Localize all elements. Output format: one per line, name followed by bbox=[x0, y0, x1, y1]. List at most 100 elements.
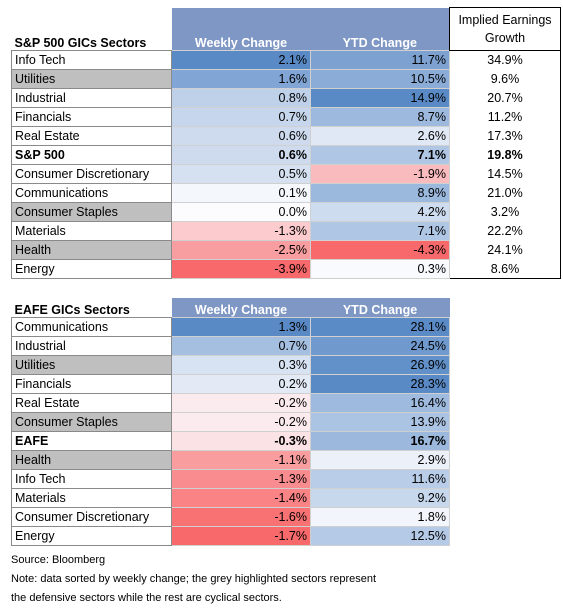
eafe-sector-label: Financials bbox=[11, 373, 172, 394]
eafe-ytd-change-value: 28.1% bbox=[310, 316, 450, 337]
sp500-ytd-change-value: 8.9% bbox=[310, 183, 450, 203]
sp500-weekly-change-value: -3.9% bbox=[171, 259, 311, 279]
eafe-weekly-header: Weekly Change bbox=[171, 298, 311, 317]
eafe-sector-label: Consumer Staples bbox=[11, 411, 172, 432]
sp500-ytd-change-value: 8.7% bbox=[310, 107, 450, 127]
eafe-weekly-change-value: 0.3% bbox=[171, 354, 311, 375]
eafe-weekly-change-value: 0.2% bbox=[171, 373, 311, 394]
eafe-ytd-change-value: 12.5% bbox=[310, 525, 450, 546]
sp500-sectors-table: S&P 500 GICs Sectors Weekly Change YTD C… bbox=[11, 7, 561, 279]
sp500-weekly-change-value: 1.6% bbox=[171, 69, 311, 89]
notes: Source: Bloomberg Note: data sorted by w… bbox=[11, 551, 376, 608]
sp500-implied-earnings-growth-value: 21.0% bbox=[449, 183, 561, 203]
sp500-row: S&P 500 0.6% 7.1% 19.8% bbox=[11, 145, 561, 165]
sort-note-line-1: Note: data sorted by weekly change; the … bbox=[11, 573, 377, 585]
eafe-ytd-change-value: 13.9% bbox=[310, 411, 450, 432]
sp500-row: Real Estate 0.6% 2.6% 17.3% bbox=[11, 126, 561, 146]
eafe-ytd-change-value: 28.3% bbox=[310, 373, 450, 394]
eafe-sector-label: Info Tech bbox=[11, 468, 172, 489]
eafe-ytd-change-value: 2.9% bbox=[310, 449, 450, 470]
sp500-row: Materials -1.3% 7.1% 22.2% bbox=[11, 221, 561, 241]
sp500-sector-label: Real Estate bbox=[11, 126, 172, 146]
eafe-sector-label: EAFE bbox=[11, 430, 172, 451]
eafe-ytd-change-value: 11.6% bbox=[310, 468, 450, 489]
eafe-weekly-change-value: -1.7% bbox=[171, 525, 311, 546]
eafe-weekly-change-value: -0.2% bbox=[171, 392, 311, 413]
sp500-row: Communications 0.1% 8.9% 21.0% bbox=[11, 183, 561, 203]
sp500-sector-label: Communications bbox=[11, 183, 172, 203]
sp500-implied-earnings-growth-value: 8.6% bbox=[449, 259, 561, 279]
sp500-implied-earnings-growth-value: 9.6% bbox=[449, 69, 561, 89]
sp500-sector-header: S&P 500 GICs Sectors bbox=[11, 7, 172, 51]
sp500-sector-label: Info Tech bbox=[11, 50, 172, 70]
sp500-ytd-change-value: 11.7% bbox=[310, 50, 450, 70]
eafe-sector-label: Utilities bbox=[11, 354, 172, 375]
eafe-row: Utilities 0.3% 26.9% bbox=[11, 354, 450, 375]
sp500-sector-label: Financials bbox=[11, 107, 172, 127]
sp500-ytd-change-value: -1.9% bbox=[310, 164, 450, 184]
sp500-ytd-change-value: -4.3% bbox=[310, 240, 450, 260]
eafe-sector-label: Health bbox=[11, 449, 172, 470]
eafe-weekly-change-value: 1.3% bbox=[171, 316, 311, 337]
eafe-row: Real Estate -0.2% 16.4% bbox=[11, 392, 450, 413]
sp500-ytd-change-value: 7.1% bbox=[310, 221, 450, 241]
eafe-ytd-change-value: 24.5% bbox=[310, 335, 450, 356]
sp500-row: Utilities 1.6% 10.5% 9.6% bbox=[11, 69, 561, 89]
eafe-sectors-table: EAFE GICs Sectors Weekly Change YTD Chan… bbox=[11, 298, 450, 546]
eafe-weekly-change-value: -1.3% bbox=[171, 468, 311, 489]
sp500-row: Health -2.5% -4.3% 24.1% bbox=[11, 240, 561, 260]
eafe-weekly-change-value: -0.2% bbox=[171, 411, 311, 432]
eafe-ytd-change-value: 1.8% bbox=[310, 506, 450, 527]
sort-note-line-2: the defensive sectors while the rest are… bbox=[11, 592, 282, 604]
sp500-ytd-change-value: 2.6% bbox=[310, 126, 450, 146]
sp500-row: Industrial 0.8% 14.9% 20.7% bbox=[11, 88, 561, 108]
sp500-row: Info Tech 2.1% 11.7% 34.9% bbox=[11, 50, 561, 70]
sp500-sector-label: Consumer Discretionary bbox=[11, 164, 172, 184]
eafe-sector-header: EAFE GICs Sectors bbox=[11, 298, 172, 317]
sp500-ytd-change-value: 14.9% bbox=[310, 88, 450, 108]
eafe-sector-label: Industrial bbox=[11, 335, 172, 356]
sp500-sector-label: Materials bbox=[11, 221, 172, 241]
sp500-row: Financials 0.7% 8.7% 11.2% bbox=[11, 107, 561, 127]
eafe-weekly-change-value: -0.3% bbox=[171, 430, 311, 451]
sp500-row: Energy -3.9% 0.3% 8.6% bbox=[11, 259, 561, 279]
eafe-ytd-change-value: 26.9% bbox=[310, 354, 450, 375]
sp500-ytd-change-value: 4.2% bbox=[310, 202, 450, 222]
sp500-weekly-change-value: 0.1% bbox=[171, 183, 311, 203]
sp500-ieg-header: Implied Earnings Growth bbox=[449, 7, 561, 51]
eafe-row: Consumer Staples -0.2% 13.9% bbox=[11, 411, 450, 432]
sp500-ytd-change-value: 7.1% bbox=[310, 145, 450, 165]
eafe-sector-label: Materials bbox=[11, 487, 172, 508]
eafe-row: Financials 0.2% 28.3% bbox=[11, 373, 450, 394]
sp500-ytd-change-value: 10.5% bbox=[310, 69, 450, 89]
sp500-implied-earnings-growth-value: 24.1% bbox=[449, 240, 561, 260]
sp500-row: Consumer Discretionary 0.5% -1.9% 14.5% bbox=[11, 164, 561, 184]
sp500-ytd-change-value: 0.3% bbox=[310, 259, 450, 279]
sp500-weekly-change-value: 0.5% bbox=[171, 164, 311, 184]
eafe-row: Energy -1.7% 12.5% bbox=[11, 525, 450, 546]
sp500-sector-label: Industrial bbox=[11, 88, 172, 108]
sp500-sector-label: Health bbox=[11, 240, 172, 260]
sp500-weekly-change-value: 0.6% bbox=[171, 126, 311, 146]
sp500-sector-label: Energy bbox=[11, 259, 172, 279]
eafe-sector-label: Communications bbox=[11, 316, 172, 337]
sp500-weekly-header: Weekly Change bbox=[171, 7, 311, 51]
eafe-sector-label: Real Estate bbox=[11, 392, 172, 413]
sp500-weekly-change-value: 0.8% bbox=[171, 88, 311, 108]
eafe-ytd-header: YTD Change bbox=[310, 298, 450, 317]
eafe-weekly-change-value: -1.1% bbox=[171, 449, 311, 470]
sp500-ytd-header: YTD Change bbox=[310, 7, 450, 51]
sp500-sector-label: Consumer Staples bbox=[11, 202, 172, 222]
sp500-implied-earnings-growth-value: 3.2% bbox=[449, 202, 561, 222]
sp500-weekly-change-value: 0.0% bbox=[171, 202, 311, 222]
eafe-weekly-change-value: -1.6% bbox=[171, 506, 311, 527]
eafe-row: Consumer Discretionary -1.6% 1.8% bbox=[11, 506, 450, 527]
sp500-sector-label: S&P 500 bbox=[11, 145, 172, 165]
eafe-row: Communications 1.3% 28.1% bbox=[11, 316, 450, 337]
eafe-weekly-change-value: -1.4% bbox=[171, 487, 311, 508]
eafe-row: Info Tech -1.3% 11.6% bbox=[11, 468, 450, 489]
eafe-weekly-change-value: 0.7% bbox=[171, 335, 311, 356]
sp500-weekly-change-value: 0.7% bbox=[171, 107, 311, 127]
sp500-implied-earnings-growth-value: 17.3% bbox=[449, 126, 561, 146]
eafe-sector-label: Consumer Discretionary bbox=[11, 506, 172, 527]
